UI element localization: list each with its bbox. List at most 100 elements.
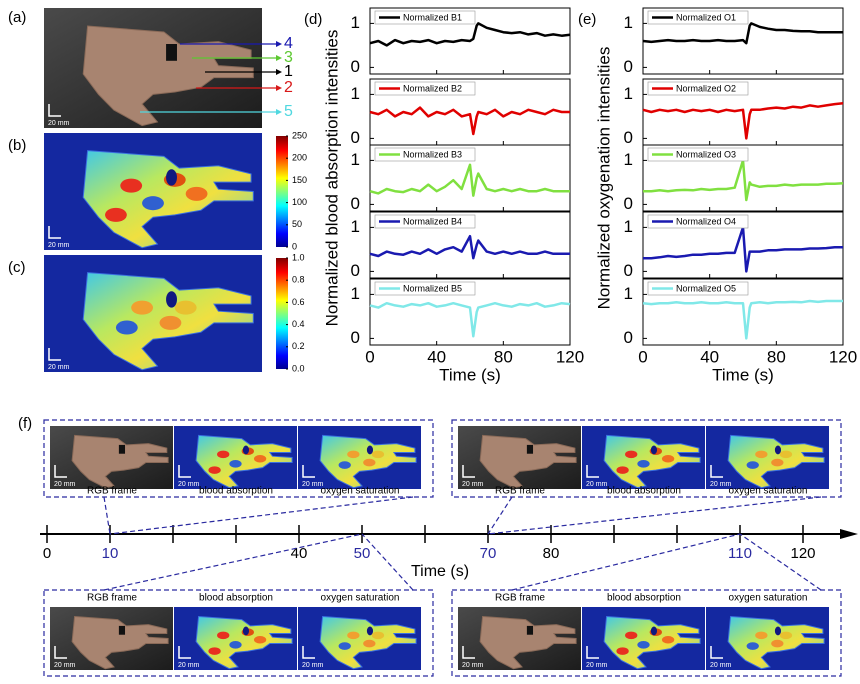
frame-caption: RGB frame <box>87 593 137 604</box>
scale-label: 20 mm <box>54 662 76 669</box>
legend-box <box>647 147 749 162</box>
legend-label: Normalized O2 <box>676 83 736 93</box>
colorbar-tick-label: 1.0 <box>292 252 305 262</box>
y-tick-label: 1 <box>624 13 633 32</box>
scale-bar <box>462 465 475 478</box>
heat-spot <box>217 631 230 640</box>
frame-connector <box>103 533 363 591</box>
heat-spot <box>253 454 267 463</box>
y-tick-label: 1 <box>351 84 360 103</box>
y-axis-label: Normalized oxygenation intensities <box>594 47 613 310</box>
y-tick-label: 1 <box>351 13 360 32</box>
frame-connector <box>739 533 822 591</box>
panel-label: (c) <box>8 259 26 276</box>
colorbar-tick-label: 0.2 <box>292 341 305 351</box>
panel-label: (e) <box>578 11 596 28</box>
ring-hole <box>650 626 658 636</box>
legend-box <box>374 147 476 162</box>
heat-spot <box>338 461 351 469</box>
x-tick-label: 120 <box>556 347 584 366</box>
x-axis-label: Time (s) <box>712 365 774 384</box>
heat-spot <box>771 458 784 467</box>
legend-box <box>647 81 749 96</box>
marker-label: 3 <box>284 49 293 66</box>
timeline-tick-label: 40 <box>291 545 308 562</box>
frame-box <box>43 419 434 498</box>
scale-label: 20 mm <box>178 481 200 488</box>
marker-arrowhead <box>276 41 282 47</box>
scale-label: 20 mm <box>302 481 324 488</box>
colorbar <box>276 258 288 369</box>
heat-spot <box>174 300 197 315</box>
marker-label: 4 <box>284 35 293 52</box>
heat-spot <box>131 300 154 315</box>
scale-label: 20 mm <box>48 242 70 249</box>
scale-bar <box>178 646 191 659</box>
heat-spot <box>253 635 267 644</box>
heat-spot <box>746 642 759 650</box>
x-tick-label: 0 <box>638 347 647 366</box>
legend-label: Normalized B2 <box>403 83 462 93</box>
trace <box>643 226 843 273</box>
colorbar-tick-label: 100 <box>292 197 307 207</box>
scale-label: 20 mm <box>302 662 324 669</box>
heat-spot <box>120 178 143 193</box>
heat-spot <box>159 315 182 330</box>
legend-label: Normalized B3 <box>403 149 462 159</box>
scale-label: 20 mm <box>48 364 70 371</box>
y-tick-label: 0 <box>351 261 360 280</box>
y-tick-label: 1 <box>624 284 633 303</box>
y-tick-label: 0 <box>624 328 633 347</box>
y-tick-label: 1 <box>351 150 360 169</box>
ring <box>118 444 126 454</box>
timeline-tick-label: 0 <box>43 545 51 562</box>
colorbar-tick-label: 0.6 <box>292 297 305 307</box>
heat-spot <box>625 631 638 640</box>
scale-label: 20 mm <box>48 120 70 127</box>
scale-bar <box>302 646 315 659</box>
scale-label: 20 mm <box>586 481 608 488</box>
legend-box <box>374 214 476 229</box>
heat-spot <box>779 450 793 459</box>
colorbar-tick-label: 150 <box>292 175 307 185</box>
panel-label: (f) <box>18 415 32 432</box>
hand <box>195 615 293 670</box>
trace <box>369 301 571 338</box>
y-tick-label: 1 <box>624 84 633 103</box>
hand <box>479 615 577 670</box>
ring <box>526 444 534 454</box>
hand <box>71 434 169 489</box>
x-tick-label: 80 <box>494 347 513 366</box>
ring-hole <box>774 445 782 455</box>
frame-box <box>451 419 842 498</box>
heat-spot <box>363 458 376 467</box>
colorbar-tick-label: 250 <box>292 130 307 140</box>
scale-label: 20 mm <box>586 662 608 669</box>
scale-label: 20 mm <box>710 481 732 488</box>
heat-spot <box>105 207 127 222</box>
panel-label: (b) <box>8 137 26 154</box>
scale-bar <box>54 465 67 478</box>
heat-spot <box>746 461 759 469</box>
timeline-label: Time (s) <box>411 563 469 580</box>
hand <box>71 615 169 670</box>
frame-caption: blood absorption <box>607 486 681 497</box>
heat-spot <box>185 186 208 201</box>
marker-arrowhead <box>276 69 282 75</box>
legend-box <box>374 281 476 296</box>
hand <box>82 150 254 249</box>
colorbar-tick-label: 0.4 <box>292 319 305 329</box>
marker-label: 2 <box>284 79 293 96</box>
scale-bar <box>586 646 599 659</box>
scale-bar <box>302 465 315 478</box>
y-tick-label: 1 <box>351 284 360 303</box>
frame-caption: blood absorption <box>607 593 681 604</box>
heat-spot <box>616 647 629 655</box>
x-axis-label: Time (s) <box>439 365 501 384</box>
heat-spot <box>637 460 650 468</box>
frame-caption: RGB frame <box>87 486 137 497</box>
heat-spot <box>661 635 675 644</box>
trace <box>369 22 571 47</box>
frame-box <box>451 589 842 677</box>
legend-box <box>647 214 749 229</box>
